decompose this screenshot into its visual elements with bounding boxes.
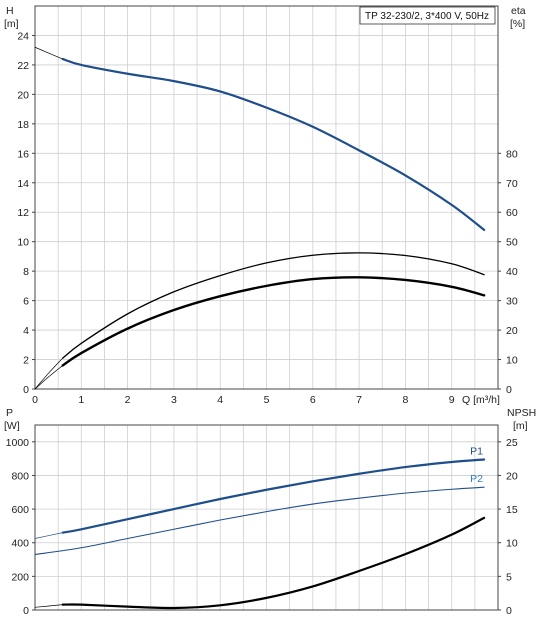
- eta-axis-unit: [%]: [510, 18, 525, 30]
- bottom-panel: 0 200 400 600 800 1000 0 5 10 15 20 25 P1 P2 P [W] N…: [4, 407, 536, 617]
- x-tick-label: 0: [32, 394, 38, 406]
- right-tick-label: 30: [506, 296, 518, 308]
- left-tick-label: 200: [11, 571, 29, 583]
- series-curve: [61, 276, 486, 367]
- left-tick-label: 18: [17, 119, 29, 131]
- series-curve: [61, 516, 486, 610]
- p-axis-title: P: [6, 407, 13, 419]
- bottom-plot-frame: [34, 424, 499, 611]
- x-tick-label: 6: [310, 394, 316, 406]
- right-tick-label: 5: [506, 571, 512, 583]
- p-axis-unit: [W]: [4, 420, 20, 432]
- left-tick-label: 1000: [6, 437, 30, 449]
- series-curve: [62, 252, 485, 359]
- x-tick-label: 2: [125, 394, 131, 406]
- left-tick-label: 6: [23, 296, 29, 308]
- legend-box: [359, 6, 496, 25]
- right-tick-label: 20: [506, 325, 518, 337]
- bottom-ticks: 0 200 400 600 800 1000 0 5 10 15 20 25: [6, 437, 518, 617]
- x-tick-label: 7: [356, 394, 362, 406]
- left-tick-label: 24: [17, 30, 29, 42]
- right-tick-label: 10: [506, 538, 518, 550]
- left-tick-label: 800: [11, 470, 29, 482]
- npsh-axis-title: NPSH: [507, 407, 536, 419]
- left-tick-label: 8: [23, 266, 29, 278]
- x-tick-label: 4: [217, 394, 223, 406]
- left-tick-label: 20: [17, 89, 29, 101]
- bottom-grid: [35, 425, 498, 610]
- left-tick-label: 600: [11, 504, 29, 516]
- x-tick-label: 9: [449, 394, 455, 406]
- right-tick-label: 20: [506, 470, 518, 482]
- right-tick-label: 25: [506, 437, 518, 449]
- x-tick-label: 3: [171, 394, 177, 406]
- right-tick-label: 40: [506, 266, 518, 278]
- left-tick-label: 4: [23, 325, 29, 337]
- left-tick-label: 10: [17, 237, 29, 249]
- top-plot-frame: [34, 5, 499, 390]
- series-p2: [34, 486, 485, 556]
- h-axis-title: H: [6, 5, 14, 17]
- top-series: [34, 46, 486, 390]
- x-tick-label: 8: [402, 394, 408, 406]
- left-tick-label: 400: [11, 538, 29, 550]
- series-curve: [34, 365, 64, 390]
- series-curve: [34, 46, 64, 60]
- right-tick-label: 15: [506, 504, 518, 516]
- right-tick-label: 80: [506, 148, 518, 160]
- right-tick-label: 10: [506, 355, 518, 367]
- left-tick-label: 0: [23, 605, 29, 617]
- x-tick-label: 5: [264, 394, 270, 406]
- series-label-p1: P1: [470, 445, 483, 457]
- left-tick-label: 2: [23, 355, 29, 367]
- x-tick-label: 1: [78, 394, 84, 406]
- right-tick-label: 70: [506, 178, 518, 190]
- right-tick-label: 0: [506, 384, 512, 396]
- left-tick-label: 16: [17, 148, 29, 160]
- npsh-axis-unit: [m]: [513, 420, 528, 432]
- eta-axis-title: eta: [511, 5, 526, 17]
- series-p1: [61, 458, 486, 534]
- right-tick-label: 50: [506, 237, 518, 249]
- bottom-series: P1 P2: [34, 445, 486, 610]
- series-curve: [34, 604, 64, 608]
- left-tick-label: 22: [17, 60, 29, 72]
- left-tick-label: 0: [23, 384, 29, 396]
- legend-text: TP 32-230/2, 3*400 V, 50Hz: [365, 11, 489, 22]
- series-label-p2: P2: [470, 473, 483, 485]
- right-tick-label: 60: [506, 207, 518, 219]
- h-axis-unit: [m]: [4, 18, 19, 30]
- series-curve: [61, 57, 486, 232]
- right-tick-label: 0: [506, 605, 512, 617]
- left-tick-label: 12: [17, 207, 29, 219]
- left-tick-label: 14: [17, 178, 29, 190]
- q-axis-title: Q [m³/h]: [462, 394, 500, 406]
- top-grid: [35, 6, 498, 389]
- series-curve: [34, 532, 64, 539]
- series-curve: [34, 357, 64, 390]
